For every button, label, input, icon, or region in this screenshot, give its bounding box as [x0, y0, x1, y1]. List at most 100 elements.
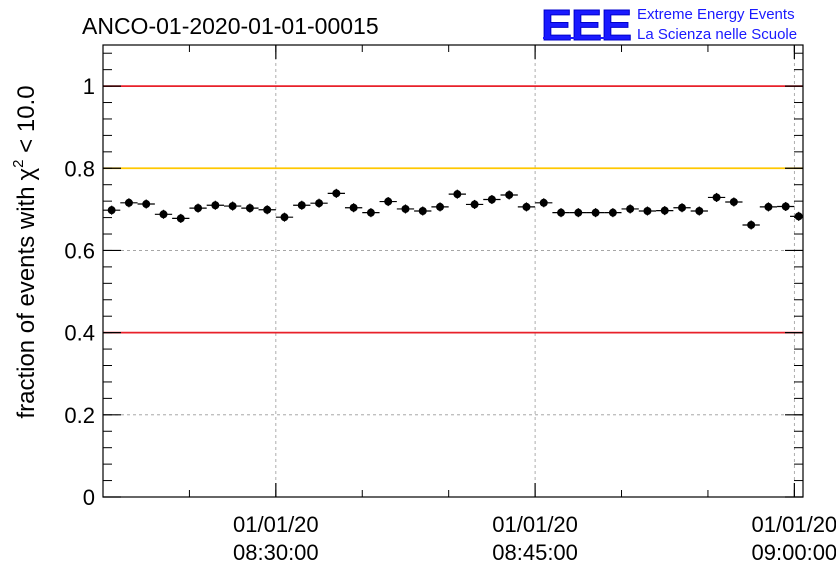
data-point: [310, 198, 328, 208]
y-axis-label-symbol: χ: [13, 167, 40, 180]
data-point: [103, 205, 121, 215]
data-point: [189, 203, 207, 213]
logo-mark: EEE: [541, 1, 631, 50]
data-point-marker: [660, 206, 669, 215]
data-point: [120, 198, 138, 208]
data-points: [103, 188, 803, 230]
data-point: [742, 220, 760, 230]
data-point-marker: [747, 220, 756, 229]
data-point: [777, 201, 795, 212]
data-point-marker: [332, 189, 341, 198]
data-point-marker: [764, 202, 773, 211]
data-point-marker: [418, 207, 427, 216]
data-point-marker: [453, 190, 462, 199]
data-point: [690, 206, 708, 216]
data-point: [396, 204, 415, 214]
data-point-marker: [487, 195, 496, 204]
x-tick-label-time: 08:45:00: [492, 540, 578, 565]
data-point: [790, 211, 803, 221]
data-point: [759, 202, 778, 212]
data-point-marker: [124, 198, 133, 207]
data-point-marker: [678, 203, 687, 212]
logo-line1: Extreme Energy Events: [637, 6, 795, 23]
data-point-marker: [349, 203, 358, 212]
grid-layer: [103, 45, 803, 498]
y-axis-label-suffix: < 10.0: [13, 85, 40, 159]
x-tick-label-time: 09:00:00: [752, 540, 836, 565]
data-point-marker: [211, 201, 220, 210]
tick-labels: 0 0.2 0.4 0.6 0.8 1 01/01/20 08:30:00 01/01/20 08…: [64, 74, 836, 565]
x-tick-label-date: 01/01/20: [233, 512, 319, 537]
data-point-marker: [228, 202, 237, 211]
y-axis-label-sup: 2: [10, 159, 27, 167]
data-point: [725, 197, 743, 207]
data-point: [275, 212, 294, 222]
data-point: [552, 208, 570, 218]
data-point: [535, 198, 553, 208]
data-point: [327, 188, 345, 198]
data-point-marker: [591, 208, 600, 217]
data-point-marker: [574, 208, 583, 217]
x-tick-label-date: 01/01/20: [492, 512, 578, 537]
data-point: [431, 202, 449, 212]
data-point: [465, 199, 484, 209]
data-point-marker: [280, 213, 289, 222]
data-point-marker: [522, 202, 531, 211]
data-point-marker: [401, 204, 410, 213]
data-point: [379, 197, 397, 207]
eee-logo: EEE Extreme Energy Events La Scienza nel…: [541, 1, 798, 51]
data-point: [206, 200, 224, 210]
data-point: [362, 208, 380, 218]
data-point: [483, 194, 501, 205]
data-point-marker: [366, 208, 375, 217]
data-point-marker: [608, 208, 617, 217]
data-point-marker: [794, 212, 803, 221]
chart-title: ANCO-01-2020-01-01-00015: [82, 13, 379, 39]
data-point: [707, 192, 726, 202]
data-point: [137, 199, 155, 209]
data-point: [604, 208, 622, 218]
data-point: [656, 206, 674, 216]
data-point: [673, 203, 691, 213]
x-tick-label-time: 08:30:00: [233, 540, 319, 565]
data-point-marker: [557, 208, 566, 217]
x-tick-label-date: 01/01/20: [752, 512, 836, 537]
data-point-marker: [107, 206, 116, 215]
plot-frame: [102, 44, 804, 498]
y-axis-label: fraction of events with χ2 < 10.0: [10, 85, 40, 418]
data-point-marker: [695, 207, 704, 216]
y-axis-label-text: fraction of events with: [13, 186, 40, 418]
data-point-marker: [194, 204, 203, 213]
data-point-marker: [729, 197, 738, 206]
data-point-marker: [263, 205, 272, 214]
data-point-marker: [176, 214, 185, 223]
data-point-marker: [626, 204, 635, 213]
y-tick-label: 0.6: [64, 238, 95, 263]
data-point: [621, 204, 639, 214]
data-point-marker: [436, 202, 445, 211]
data-point-marker: [539, 198, 548, 207]
data-point: [638, 206, 657, 216]
data-point-marker: [470, 200, 479, 209]
data-point: [344, 203, 363, 213]
axis-ticks: [103, 45, 803, 498]
reference-lines: [103, 85, 803, 334]
data-point-marker: [315, 199, 324, 208]
data-point: [223, 201, 242, 211]
y-tick-label: 1: [83, 74, 95, 99]
data-point: [414, 206, 432, 216]
data-point: [500, 190, 518, 200]
y-tick-label: 0.2: [64, 403, 95, 428]
data-point: [517, 202, 536, 212]
data-point: [241, 203, 259, 213]
data-point: [569, 208, 587, 218]
data-point: [172, 213, 190, 223]
data-point: [293, 200, 311, 210]
data-point: [258, 205, 276, 215]
y-tick-label: 0.4: [64, 321, 95, 346]
y-tick-label: 0: [83, 485, 95, 510]
data-point-marker: [159, 210, 168, 219]
data-point-marker: [142, 200, 151, 209]
data-point-marker: [781, 202, 790, 211]
